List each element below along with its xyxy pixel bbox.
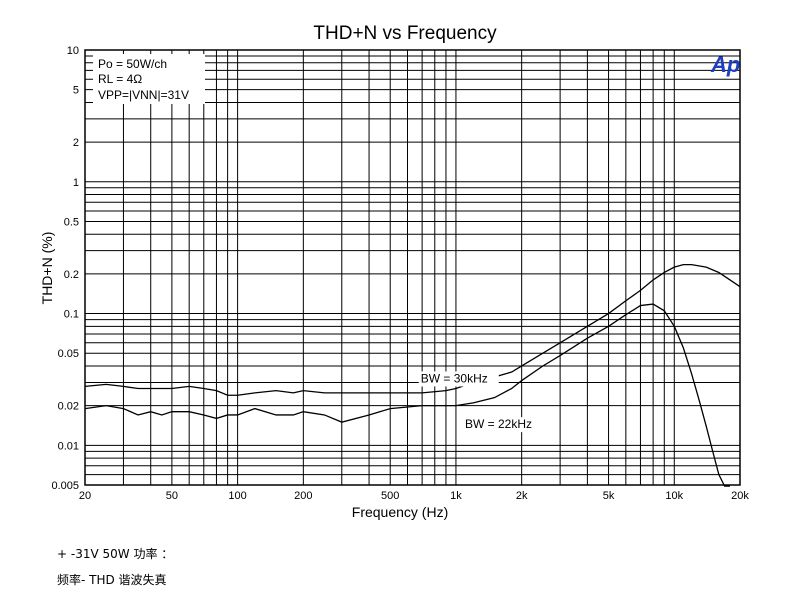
- series-line-bw-30khz: [84, 264, 741, 396]
- x-tick-label: 20k: [731, 490, 749, 502]
- series-annotation: BW = 22kHz: [465, 417, 532, 431]
- y-tick-label: 0.01: [58, 440, 79, 452]
- annotations: BW = 30kHz BW = 22kHz: [418, 371, 543, 433]
- x-axis-label: Frequency (Hz): [352, 504, 448, 520]
- condition-power: Po = 50W/ch: [98, 57, 167, 71]
- annotation-background: [462, 417, 543, 433]
- x-tick-labels: 20 50 100 200 500 1k 2k 5k 10k 20k: [79, 490, 749, 502]
- conditions-box: Po = 50W/ch RL = 4Ω VPP=|VNN|=31V: [93, 54, 205, 104]
- x-tick-label: 1k: [450, 490, 462, 502]
- condition-voltage: VPP=|VNN|=31V: [98, 88, 189, 102]
- thd-frequency-chart: THD+N vs Frequency 20 50 100 200 500 1k 2k 5k 10…: [39, 23, 749, 520]
- x-tick-label: 2k: [516, 490, 528, 502]
- annotation-background: [418, 371, 499, 387]
- caption-line-2: 频率- THD 谐波失真: [57, 573, 167, 587]
- series-layer: [84, 264, 741, 487]
- plot-frame: [84, 49, 741, 486]
- x-tick-label: 500: [381, 490, 399, 502]
- y-axis-label: THD+N (%): [39, 232, 55, 305]
- x-tick-label: 50: [166, 490, 178, 502]
- chart-title: THD+N vs Frequency: [313, 23, 497, 44]
- y-tick-label: 0.05: [58, 348, 79, 360]
- x-tick-label: 10k: [665, 490, 683, 502]
- y-tick-label: 0.2: [64, 269, 79, 281]
- x-tick-label: 100: [228, 490, 246, 502]
- series-annotation: BW = 30kHz: [421, 371, 488, 385]
- grid: [85, 50, 740, 485]
- y-tick-label: 0.5: [64, 216, 79, 228]
- y-tick-label: 5: [73, 85, 79, 97]
- y-tick-labels: 10 5 2 1 0.5 0.2 0.1 0.05 0.02 0.01 0.005: [51, 45, 79, 492]
- condition-load: RL = 4Ω: [98, 72, 142, 86]
- series-line-bw-22khz: [84, 303, 731, 487]
- caption-line-1: + -31V 50W 功率 ：: [57, 547, 174, 561]
- x-tick-label: 20: [79, 490, 91, 502]
- y-tick-label: 1: [73, 177, 79, 189]
- x-tick-label: 200: [294, 490, 312, 502]
- y-tick-label: 10: [67, 45, 79, 57]
- y-tick-label: 0.1: [64, 309, 79, 321]
- y-tick-label: 0.005: [51, 480, 79, 492]
- y-tick-label: 2: [73, 137, 79, 149]
- x-tick-label: 5k: [603, 490, 615, 502]
- y-tick-label: 0.02: [58, 401, 79, 413]
- ap-logo: Ap: [710, 52, 740, 77]
